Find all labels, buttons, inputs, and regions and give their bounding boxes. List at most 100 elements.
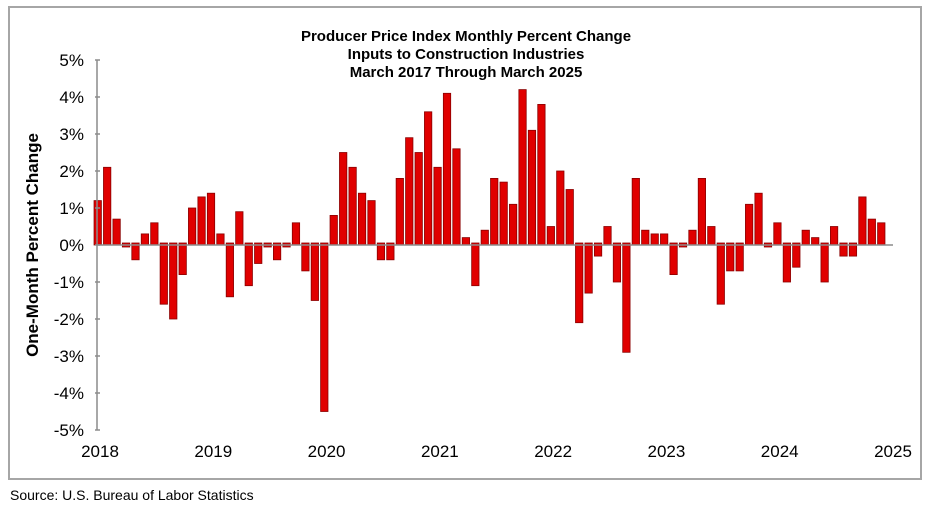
x-tick-label: 2019 <box>194 442 232 461</box>
bar <box>641 229 650 246</box>
bar <box>329 214 338 246</box>
chart-frame <box>8 6 922 480</box>
y-tick-label: 0% <box>59 236 84 255</box>
bar <box>527 129 537 246</box>
bar <box>442 92 452 246</box>
bar <box>565 189 574 246</box>
x-tick-label: 2025 <box>874 442 912 461</box>
bar <box>575 242 584 324</box>
bar <box>707 226 716 246</box>
bar <box>650 233 659 246</box>
y-tick-label: 1% <box>59 199 84 218</box>
bar <box>254 242 263 264</box>
bar <box>471 242 480 287</box>
bar <box>556 170 565 246</box>
bar <box>188 207 197 246</box>
bar <box>461 237 470 246</box>
bar <box>490 177 499 246</box>
bar <box>480 229 489 246</box>
chart-title-line-2: Inputs to Construction Industries <box>348 46 585 63</box>
bar <box>348 166 357 246</box>
bar <box>405 137 414 246</box>
bar <box>631 177 640 246</box>
y-tick-label: 3% <box>59 125 84 144</box>
bar <box>320 242 329 412</box>
y-tick-label: -1% <box>54 273 84 292</box>
y-tick-label: -2% <box>54 310 84 329</box>
x-tick-label: 2023 <box>648 442 686 461</box>
bar <box>584 242 593 294</box>
bar <box>688 229 697 246</box>
bar <box>735 242 744 272</box>
x-tick-label: 2024 <box>761 442 799 461</box>
bar <box>829 226 839 246</box>
bar <box>546 226 555 246</box>
y-tick-label: -3% <box>54 347 84 366</box>
bar <box>291 222 301 246</box>
bar <box>376 242 386 261</box>
bar <box>452 148 461 246</box>
bar <box>509 203 518 246</box>
bar <box>801 229 810 246</box>
bar <box>395 177 404 246</box>
bar <box>235 211 244 246</box>
bar <box>357 192 367 246</box>
bar <box>773 222 782 246</box>
bar <box>537 104 546 246</box>
bar <box>612 242 622 283</box>
bar <box>112 218 121 246</box>
source-note: Source: U.S. Bureau of Labor Statistics <box>10 487 254 503</box>
bar <box>225 242 234 298</box>
bar <box>603 226 612 246</box>
bar <box>660 233 669 246</box>
bar <box>169 242 178 320</box>
bar <box>206 192 216 246</box>
bar <box>433 166 442 246</box>
chart-title-line-3: March 2017 Through March 2025 <box>350 64 583 81</box>
bar <box>150 222 159 246</box>
bar <box>310 242 319 301</box>
bar <box>273 242 282 261</box>
bar <box>726 242 735 272</box>
y-tick-label: 4% <box>59 88 84 107</box>
bar <box>839 242 848 257</box>
bar <box>593 242 603 257</box>
y-tick-label: -5% <box>54 421 84 440</box>
y-axis-title: One-Month Percent Change <box>23 133 42 357</box>
y-tick-label: 5% <box>59 51 84 70</box>
x-tick-label: 2021 <box>421 442 459 461</box>
bar <box>197 196 206 246</box>
bar <box>216 233 225 246</box>
bar <box>178 242 187 276</box>
bar <box>499 181 508 246</box>
bar <box>159 242 168 305</box>
bar <box>669 242 678 276</box>
bar <box>792 242 801 268</box>
bar <box>820 242 829 283</box>
bar <box>140 233 150 246</box>
bar <box>811 237 820 246</box>
y-tick-label: 2% <box>59 162 84 181</box>
bar <box>877 222 886 246</box>
bar <box>716 242 725 305</box>
bar <box>622 242 631 353</box>
bar <box>518 89 527 246</box>
bar <box>339 152 348 246</box>
bar <box>301 242 310 272</box>
bar <box>244 242 253 287</box>
bar <box>103 166 112 246</box>
bar <box>782 242 791 283</box>
x-tick-label: 2022 <box>534 442 572 461</box>
bar <box>697 177 706 246</box>
bar <box>386 242 395 261</box>
bar <box>424 111 433 246</box>
bar <box>367 200 376 246</box>
x-tick-label: 2018 <box>81 442 119 461</box>
bar <box>848 242 858 257</box>
bar <box>414 152 423 246</box>
x-tick-label: 2020 <box>308 442 346 461</box>
bar <box>858 196 867 246</box>
bar <box>745 203 754 246</box>
bar <box>754 192 763 246</box>
